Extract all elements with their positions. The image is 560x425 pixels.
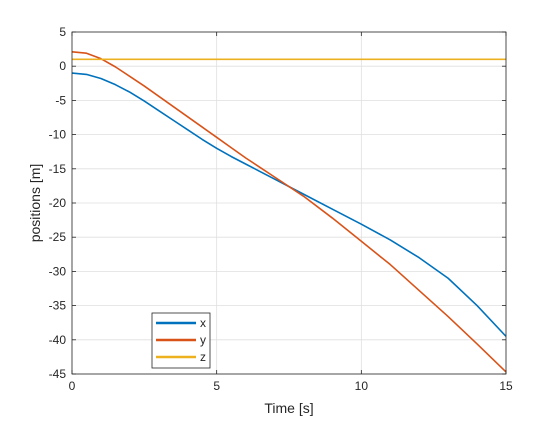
y-axis-label: positions [m] [27, 164, 43, 243]
x-tick-label: 15 [499, 379, 513, 393]
y-tick-label: 5 [59, 25, 66, 39]
x-axis: 0 5 10 15 [69, 32, 513, 393]
y-tick-label: -10 [49, 128, 67, 142]
x-tick-label: 0 [69, 379, 76, 393]
y-tick-label: -20 [49, 196, 67, 210]
series-line-x [71, 72, 507, 337]
y-axis: 5 0 -5 -10 -15 -20 -25 -30 -35 -40 -45 [49, 25, 506, 381]
y-tick-label: -35 [49, 299, 67, 313]
y-tick-label: 0 [59, 59, 66, 73]
y-tick-label: -30 [49, 264, 67, 278]
legend-label-z: z [200, 350, 206, 364]
y-tick-label: -45 [49, 367, 67, 381]
series-line-y [71, 51, 507, 373]
y-tick-label: -25 [49, 230, 67, 244]
y-tick-label: -40 [49, 333, 67, 347]
grid [71, 31, 507, 375]
legend: xyz [151, 312, 211, 369]
y-tick-label: -5 [55, 93, 66, 107]
x-tick-label: 10 [355, 379, 369, 393]
legend-label-y: y [200, 333, 206, 347]
y-tick-label: -15 [49, 162, 67, 176]
legend-label-x: x [200, 316, 206, 330]
x-axis-label: Time [s] [264, 400, 313, 416]
series-lines [71, 51, 507, 373]
x-tick-label: 5 [213, 379, 220, 393]
